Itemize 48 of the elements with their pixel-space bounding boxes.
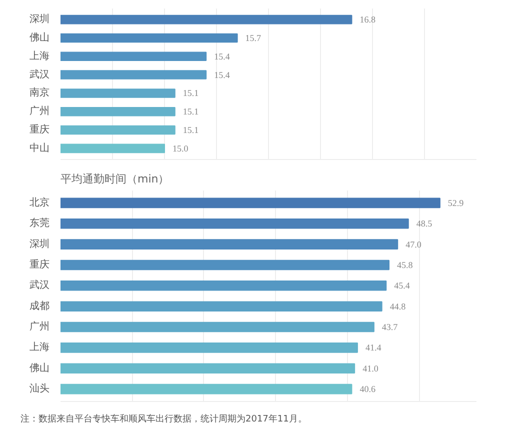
y-tick-label: 佛山 xyxy=(30,31,50,44)
y-tick-label: 深圳 xyxy=(30,238,50,250)
y-tick-label: 武汉 xyxy=(30,68,50,80)
y-tick-label: 汕头 xyxy=(30,382,50,395)
y-tick-label: 重庆 xyxy=(30,258,50,270)
data-label: 45.4 xyxy=(394,280,410,291)
bar xyxy=(60,301,382,312)
data-label: 15.1 xyxy=(182,88,199,98)
data-label: 44.8 xyxy=(390,301,406,312)
y-tick-label: 深圳 xyxy=(30,13,50,26)
bar xyxy=(60,384,352,394)
data-label: 16.8 xyxy=(360,14,376,25)
bar xyxy=(60,342,358,353)
y-tick-label: 南京 xyxy=(30,86,50,99)
y-tick-label: 北京 xyxy=(30,196,50,208)
data-label: 15.4 xyxy=(214,70,230,80)
data-label: 15.0 xyxy=(172,143,189,154)
data-label: 41.0 xyxy=(362,363,379,374)
y-tick-label: 中山 xyxy=(30,142,50,154)
chart-title: 平均通勤时间（min） xyxy=(60,172,170,186)
y-tick-label: 重庆 xyxy=(30,124,50,136)
bar xyxy=(60,198,440,208)
y-tick-label: 东莞 xyxy=(30,217,50,230)
data-label: 47.0 xyxy=(406,239,422,250)
data-label: 15.7 xyxy=(245,32,262,43)
data-label: 15.1 xyxy=(182,125,199,136)
data-label: 52.9 xyxy=(448,198,464,208)
data-label: 45.8 xyxy=(396,260,414,270)
bar xyxy=(60,239,398,250)
y-tick-label: 广州 xyxy=(30,105,50,118)
data-label: 40.6 xyxy=(360,384,376,394)
bar xyxy=(60,260,390,270)
y-tick-label: 成都 xyxy=(30,300,50,312)
text: 注：数据来自平台专快车和顺风车出行数据，统计周期为2017年11月。 xyxy=(20,414,307,424)
data-label: 15.4 xyxy=(214,51,230,62)
data-label: 41.4 xyxy=(365,342,382,353)
y-tick-label: 上海 xyxy=(30,341,50,354)
y-tick-label: 佛山 xyxy=(30,362,50,374)
bar xyxy=(60,322,374,332)
y-tick-label: 武汉 xyxy=(30,279,50,292)
y-tick-label: 广州 xyxy=(30,320,50,333)
bar xyxy=(60,363,356,374)
bar xyxy=(60,218,409,229)
y-tick-label: 上海 xyxy=(30,50,50,62)
data-label: 43.7 xyxy=(382,322,398,332)
bar xyxy=(60,280,387,291)
data-label: 48.5 xyxy=(416,218,433,229)
data-label: 15.1 xyxy=(182,106,199,117)
